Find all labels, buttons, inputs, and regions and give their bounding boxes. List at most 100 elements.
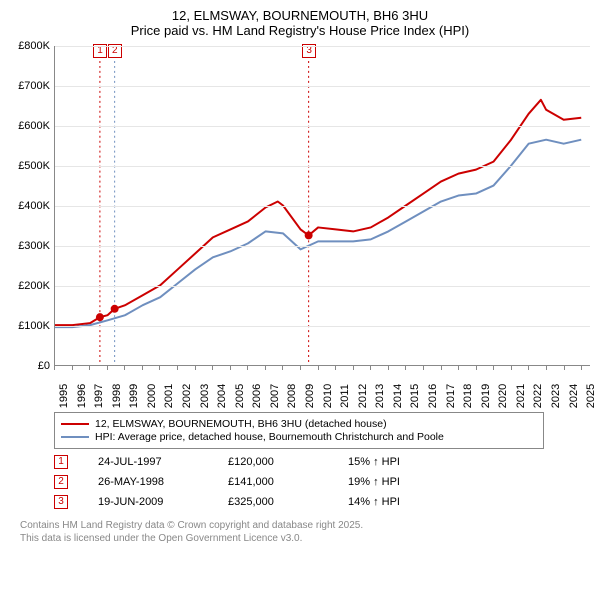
gridline — [55, 246, 590, 247]
sale-annotations-table: 1 24-JUL-1997£120,00015% ↑ HPI 2 26-MAY-199… — [54, 455, 590, 509]
gridline — [55, 326, 590, 327]
x-tick-label: 2023 — [550, 384, 562, 408]
annotation-price: £120,000 — [228, 456, 348, 468]
x-tick-mark — [581, 366, 582, 370]
series-line — [55, 140, 581, 327]
x-tick-label: 2013 — [374, 384, 386, 408]
y-tick-label: £0 — [38, 360, 50, 372]
x-tick-mark — [370, 366, 371, 370]
annotation-price: £325,000 — [228, 496, 348, 508]
chart-subtitle: Price paid vs. HM Land Registry's House … — [10, 23, 590, 38]
x-tick-label: 2012 — [357, 384, 369, 408]
x-tick-mark — [388, 366, 389, 370]
annotation-number-box: 2 — [54, 475, 68, 489]
gridline — [55, 286, 590, 287]
legend-label: HPI: Average price, detached house, Bour… — [95, 431, 444, 443]
series-line — [55, 100, 581, 325]
x-tick-label: 2000 — [146, 384, 158, 408]
annotation-row: 2 26-MAY-1998£141,00019% ↑ HPI — [54, 475, 590, 489]
x-tick-mark — [528, 366, 529, 370]
gridline — [55, 126, 590, 127]
annotation-number-box: 1 — [54, 455, 68, 469]
x-tick-label: 2018 — [462, 384, 474, 408]
y-tick-label: £700K — [18, 80, 50, 92]
x-tick-mark — [564, 366, 565, 370]
x-tick-mark — [247, 366, 248, 370]
y-tick-label: £100K — [18, 320, 50, 332]
annotation-row: 1 24-JUL-1997£120,00015% ↑ HPI — [54, 455, 590, 469]
x-tick-mark — [230, 366, 231, 370]
x-tick-mark — [54, 366, 55, 370]
x-tick-label: 1996 — [76, 384, 88, 408]
annotation-date: 26-MAY-1998 — [98, 476, 228, 488]
x-tick-label: 2003 — [199, 384, 211, 408]
annotation-price: £141,000 — [228, 476, 348, 488]
x-tick-label: 1998 — [111, 384, 123, 408]
chart-area: £0£100K£200K£300K£400K£500K£600K£700K£80… — [10, 46, 590, 406]
gridline — [55, 46, 590, 47]
x-tick-mark — [159, 366, 160, 370]
legend-label: 12, ELMSWAY, BOURNEMOUTH, BH6 3HU (detac… — [95, 418, 387, 430]
x-tick-mark — [177, 366, 178, 370]
legend: 12, ELMSWAY, BOURNEMOUTH, BH6 3HU (detac… — [54, 412, 544, 449]
gridline — [55, 166, 590, 167]
x-tick-mark — [441, 366, 442, 370]
x-tick-mark — [142, 366, 143, 370]
chart-container: 12, ELMSWAY, BOURNEMOUTH, BH6 3HU Price … — [0, 0, 600, 553]
y-axis: £0£100K£200K£300K£400K£500K£600K£700K£80… — [10, 46, 54, 366]
y-tick-label: £400K — [18, 200, 50, 212]
x-tick-mark — [107, 366, 108, 370]
x-tick-label: 2024 — [568, 384, 580, 408]
x-tick-mark — [353, 366, 354, 370]
x-tick-label: 2006 — [251, 384, 263, 408]
x-tick-label: 2010 — [322, 384, 334, 408]
attribution-line-1: Contains HM Land Registry data © Crown c… — [20, 519, 590, 532]
sale-marker-dot — [111, 305, 119, 313]
x-tick-mark — [458, 366, 459, 370]
x-tick-label: 2022 — [532, 384, 544, 408]
x-tick-mark — [405, 366, 406, 370]
chart-title: 12, ELMSWAY, BOURNEMOUTH, BH6 3HU — [10, 8, 590, 23]
x-tick-mark — [282, 366, 283, 370]
annotation-date: 24-JUL-1997 — [98, 456, 228, 468]
x-tick-label: 2019 — [480, 384, 492, 408]
x-tick-label: 2005 — [234, 384, 246, 408]
legend-swatch — [61, 436, 89, 438]
annotation-number-box: 3 — [54, 495, 68, 509]
legend-item: HPI: Average price, detached house, Bour… — [61, 431, 537, 443]
annotation-hpi: 15% ↑ HPI — [348, 456, 448, 468]
x-tick-mark — [493, 366, 494, 370]
x-tick-label: 2025 — [585, 384, 597, 408]
x-tick-mark — [300, 366, 301, 370]
x-tick-mark — [72, 366, 73, 370]
annotation-hpi: 19% ↑ HPI — [348, 476, 448, 488]
x-tick-label: 2009 — [304, 384, 316, 408]
attribution-line-2: This data is licensed under the Open Gov… — [20, 532, 590, 545]
x-tick-label: 1999 — [128, 384, 140, 408]
y-tick-label: £800K — [18, 40, 50, 52]
x-tick-label: 2008 — [286, 384, 298, 408]
x-tick-mark — [212, 366, 213, 370]
x-tick-label: 1997 — [93, 384, 105, 408]
annotation-hpi: 14% ↑ HPI — [348, 496, 448, 508]
plot-region: 123 — [54, 46, 590, 366]
x-tick-mark — [546, 366, 547, 370]
sale-marker-dot — [96, 313, 104, 321]
x-tick-label: 2007 — [269, 384, 281, 408]
sale-marker-dot — [305, 231, 313, 239]
x-tick-mark — [511, 366, 512, 370]
legend-item: 12, ELMSWAY, BOURNEMOUTH, BH6 3HU (detac… — [61, 418, 537, 430]
x-tick-mark — [195, 366, 196, 370]
x-tick-label: 2001 — [163, 384, 175, 408]
x-tick-label: 2014 — [392, 384, 404, 408]
x-tick-label: 2021 — [515, 384, 527, 408]
x-tick-mark — [476, 366, 477, 370]
x-tick-mark — [89, 366, 90, 370]
y-tick-label: £300K — [18, 240, 50, 252]
x-tick-mark — [265, 366, 266, 370]
x-tick-label: 2020 — [497, 384, 509, 408]
x-tick-mark — [124, 366, 125, 370]
x-tick-mark — [423, 366, 424, 370]
x-axis: 1995199619971998199920002001200220032004… — [54, 366, 590, 406]
gridline — [55, 206, 590, 207]
